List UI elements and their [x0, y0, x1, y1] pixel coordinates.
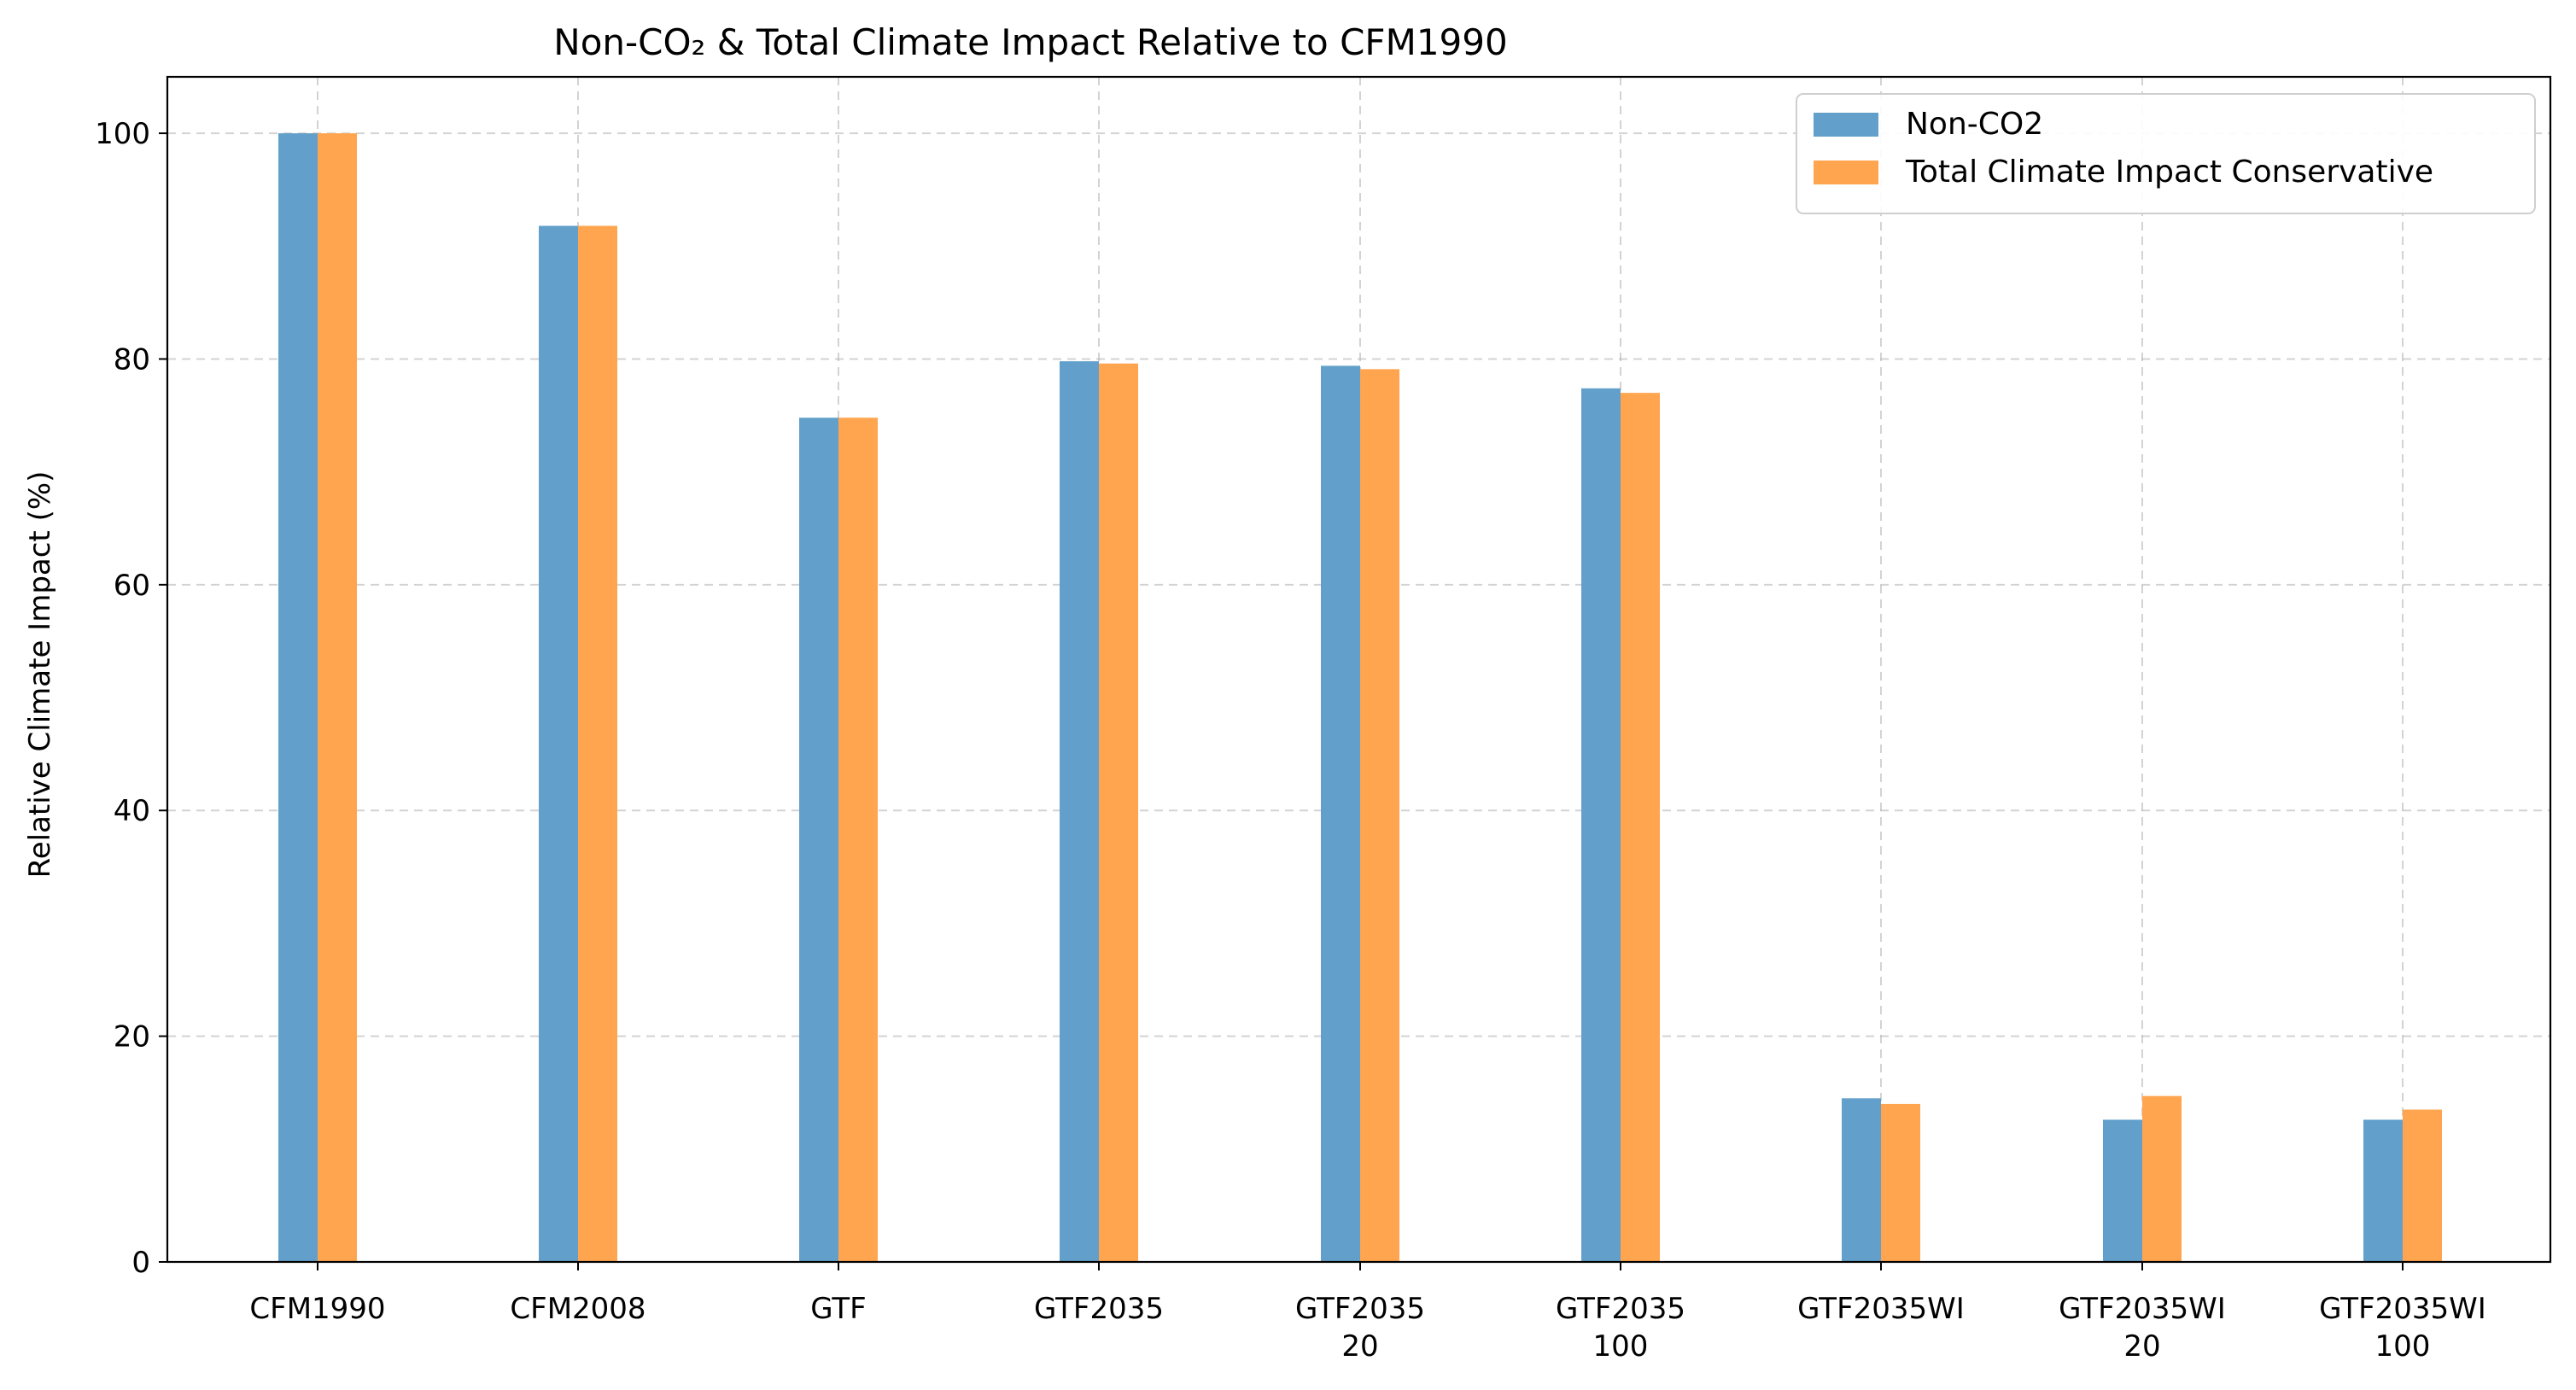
bar-non-co2 [2103, 1119, 2142, 1262]
x-tick-label: GTF2035WI [2059, 1292, 2226, 1326]
bar-non-co2 [1581, 388, 1621, 1262]
x-tick-label: CFM1990 [249, 1292, 385, 1326]
bar-total-climate-impact-conservative [1360, 369, 1399, 1263]
y-tick-label: 80 [114, 342, 150, 377]
y-tick-label: 20 [114, 1020, 150, 1054]
axes-layer [166, 75, 2552, 1264]
y-tick-label: 100 [95, 117, 150, 151]
bar-total-climate-impact-conservative [1099, 363, 1138, 1263]
bar-total-climate-impact-conservative [318, 133, 357, 1263]
x-tick-label: GTF2035 [1034, 1292, 1164, 1326]
bar-non-co2 [1842, 1098, 1881, 1262]
x-tick-label: 20 [1341, 1329, 1378, 1364]
x-tick-label: GTF2035 [1556, 1292, 1685, 1326]
bar-non-co2 [799, 418, 838, 1263]
bar-total-climate-impact-conservative [1881, 1103, 1920, 1262]
plot-frame [166, 75, 2552, 1264]
bar-non-co2 [2363, 1119, 2403, 1262]
bar-total-climate-impact-conservative [2403, 1109, 2442, 1262]
bar-total-climate-impact-conservative [838, 418, 878, 1263]
y-tick-label: 0 [131, 1246, 150, 1280]
legend: Non-CO2 Total Climate Impact Conservative [1796, 93, 2536, 214]
bar-non-co2 [1060, 361, 1099, 1262]
x-tick-label: 100 [2375, 1329, 2431, 1364]
legend-box [1796, 93, 2536, 214]
bar-total-climate-impact-conservative [1621, 393, 1660, 1263]
legend-label-non-co2: Non-CO2 [1906, 107, 2043, 142]
y-axis-label: Relative Climate Impact (%) [23, 471, 57, 879]
bar-non-co2 [1321, 365, 1360, 1263]
x-tick-label: CFM2008 [510, 1292, 645, 1326]
x-tick-label: GTF [810, 1292, 866, 1326]
bar-non-co2 [278, 133, 318, 1263]
x-tick-label: 20 [2123, 1329, 2160, 1364]
bar-total-climate-impact-conservative [2142, 1095, 2182, 1262]
bar-total-climate-impact-conservative [578, 225, 617, 1262]
bar-non-co2 [539, 225, 578, 1262]
x-tick-label: 100 [1593, 1329, 1649, 1364]
y-tick-label: 60 [114, 569, 150, 603]
chart-title: Non-CO₂ & Total Climate Impact Relative … [553, 21, 1507, 63]
legend-label-total-climate-impact-conservative: Total Climate Impact Conservative [1905, 155, 2433, 190]
legend-swatch-total-climate-impact-conservative [1814, 161, 1878, 184]
x-tick-label: GTF2035WI [2319, 1292, 2486, 1326]
ticks-layer: 0 20 40 60 80 100 CFM1990 CFM2008 GTF GTF2035 GTF2… [95, 117, 2486, 1364]
x-tick-label: GTF2035 [1295, 1292, 1425, 1326]
legend-swatch-non-co2 [1814, 113, 1878, 137]
bars-layer [278, 133, 2442, 1263]
y-tick-label: 40 [114, 794, 150, 828]
x-tick-label: GTF2035WI [1797, 1292, 1965, 1326]
